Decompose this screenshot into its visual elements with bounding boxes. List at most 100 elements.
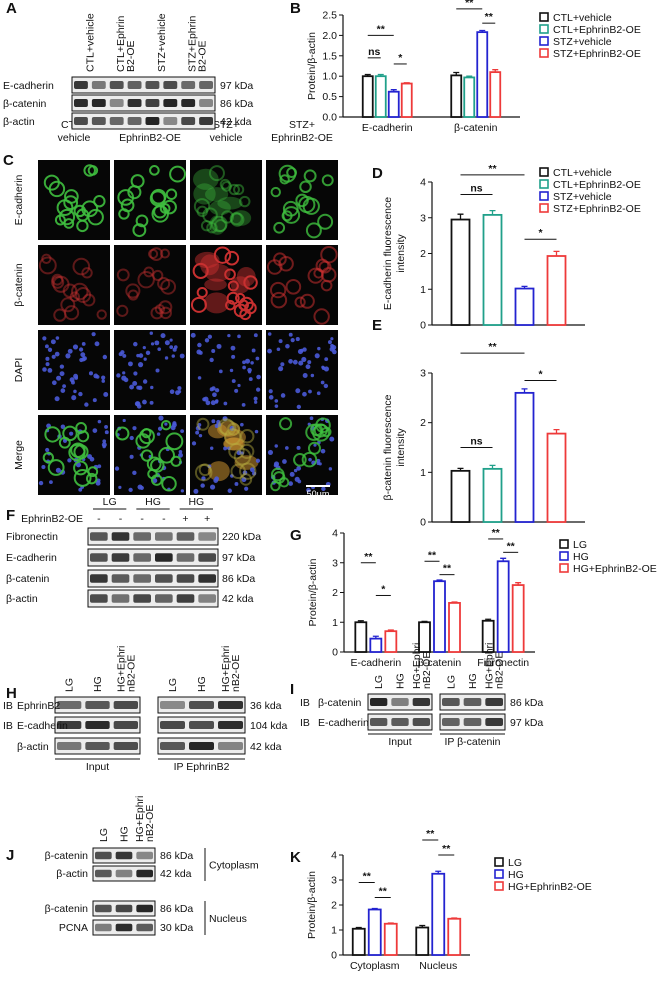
legend-swatch	[539, 24, 549, 34]
nucleus-dot	[42, 367, 47, 372]
nucleus-dot	[278, 339, 283, 344]
significance-label: ns	[368, 46, 380, 58]
cell-ring	[202, 207, 218, 223]
error-bar	[387, 922, 394, 924]
blot-band	[412, 718, 430, 726]
nucleus-dot	[250, 361, 254, 365]
cell-ring	[47, 459, 65, 476]
nucleus-dot	[164, 340, 170, 346]
nucleus-dot	[267, 449, 274, 455]
diffuse-stain	[204, 278, 227, 291]
cell-ring	[148, 248, 159, 259]
cell-ring	[42, 451, 55, 464]
cell-ring	[169, 165, 186, 183]
bar	[448, 602, 461, 653]
nucleus-dot	[248, 377, 253, 382]
nucleus-dot	[71, 395, 77, 401]
cell-ring	[82, 293, 96, 307]
nucleus-dot	[254, 400, 258, 404]
nucleus-dot	[274, 404, 279, 408]
cell-ring	[152, 269, 164, 281]
bar	[482, 213, 503, 326]
cell-ring	[116, 304, 129, 317]
error-bar	[479, 29, 486, 33]
significance-label: **	[426, 828, 435, 840]
legend-swatch	[539, 167, 549, 177]
nucleus-dot	[201, 476, 206, 481]
nucleus-dot	[251, 348, 256, 353]
nucleus-dot	[116, 373, 121, 378]
cell-ring	[135, 214, 149, 228]
y-tick-label: 1	[420, 467, 426, 479]
nucleus-dot	[157, 426, 163, 431]
blot-band	[155, 532, 173, 541]
nucleus-dot	[172, 347, 177, 352]
nucleus-dot	[164, 422, 168, 426]
nucleus-dot	[253, 396, 258, 401]
nucleus-dot	[136, 385, 141, 390]
nucleus-dot	[129, 435, 134, 441]
nucleus-dot	[133, 341, 138, 347]
image-column-label: EphrinB2-OE	[119, 132, 181, 144]
legend-swatch	[539, 36, 549, 46]
size-label: 97 kDa	[510, 717, 543, 729]
bar	[415, 926, 430, 956]
nucleus-dot	[101, 442, 107, 448]
error-bar	[489, 464, 496, 469]
row-label: β-actin	[3, 116, 35, 128]
cell-ring	[317, 213, 334, 230]
legend-swatch	[559, 551, 569, 561]
nucleus-dot	[128, 487, 133, 493]
error-bar	[492, 69, 499, 73]
lane-label: HG+Ephri	[115, 646, 127, 692]
nucleus-dot	[137, 484, 143, 490]
cell-ring	[69, 291, 81, 302]
lane-label: B2-OE	[197, 40, 209, 72]
nucleus-dot	[280, 362, 285, 367]
significance-label: **	[363, 871, 372, 883]
lane-label: nB2-OE	[421, 652, 433, 689]
significance-label: ns	[470, 183, 482, 195]
nucleus-dot	[122, 371, 126, 375]
nucleus-dot	[274, 444, 278, 448]
nucleus-dot	[267, 348, 272, 354]
nucleus-dot	[285, 343, 290, 349]
error-bar	[553, 428, 560, 434]
blot-group-label: Input	[388, 736, 411, 748]
y-tick-label: 2	[331, 900, 337, 912]
nucleus-dot	[59, 364, 65, 369]
blot-band	[95, 851, 112, 860]
nucleus-dot	[45, 362, 50, 367]
error-bar	[419, 924, 426, 928]
y-tick-label: 0	[420, 320, 426, 332]
lane-label: CTL+Ephrin	[115, 16, 127, 72]
nucleus-dot	[204, 338, 210, 343]
legend-label: CTL+vehicle	[553, 167, 612, 179]
blot-strip	[71, 76, 216, 94]
treatment-sign: -	[119, 513, 123, 525]
cell-ring	[165, 432, 184, 451]
nucleus-dot	[169, 389, 175, 395]
panel-letter: D	[372, 165, 383, 182]
cell-ring	[73, 460, 88, 476]
lane-label: STZ+vehicle	[156, 13, 168, 72]
panel-letter: G	[290, 527, 302, 544]
nucleus-dot	[227, 333, 231, 338]
nucleus-dot	[292, 359, 298, 365]
cell-ring	[313, 308, 330, 325]
cell-ring	[63, 195, 79, 210]
blot-band	[133, 553, 151, 562]
nucleus-dot	[95, 480, 101, 486]
panel-letter: H	[6, 685, 17, 702]
cell-ring	[219, 178, 231, 190]
y-axis-label: intensity	[395, 427, 407, 466]
legend-swatch	[494, 869, 504, 879]
cell-ring	[120, 198, 135, 213]
size-label: 42 kda	[250, 741, 282, 753]
blot-band	[218, 701, 243, 709]
diffuse-stain	[209, 215, 226, 235]
cell-ring	[51, 273, 64, 286]
panel-letter: I	[290, 681, 294, 698]
error-bar	[500, 557, 507, 562]
cell-ring	[272, 471, 286, 484]
